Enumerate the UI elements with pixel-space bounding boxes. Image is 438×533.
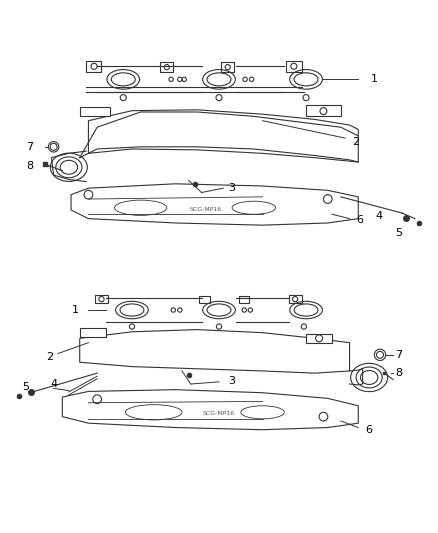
PathPatch shape: [71, 184, 358, 225]
PathPatch shape: [88, 110, 358, 162]
Text: 1: 1: [371, 75, 378, 84]
Text: 6: 6: [356, 215, 363, 225]
Text: 4: 4: [376, 212, 383, 221]
FancyBboxPatch shape: [306, 334, 332, 343]
Text: 3: 3: [228, 183, 235, 193]
Text: 2: 2: [352, 138, 359, 148]
Text: 3: 3: [228, 376, 235, 385]
Text: 7: 7: [26, 142, 33, 152]
Text: 4: 4: [50, 379, 57, 389]
PathPatch shape: [62, 390, 358, 430]
Text: 8: 8: [26, 161, 33, 172]
Text: 5: 5: [22, 383, 29, 392]
Text: SCG-MP16: SCG-MP16: [203, 411, 235, 416]
FancyBboxPatch shape: [80, 107, 110, 116]
Text: 6: 6: [365, 425, 372, 435]
FancyBboxPatch shape: [306, 106, 341, 116]
Text: 5: 5: [395, 228, 402, 238]
Text: 8: 8: [395, 368, 403, 378]
FancyBboxPatch shape: [80, 328, 106, 337]
Text: 2: 2: [46, 352, 53, 362]
PathPatch shape: [80, 329, 350, 373]
Text: 7: 7: [395, 350, 403, 360]
Text: SCG-MP16: SCG-MP16: [190, 207, 222, 213]
Text: 1: 1: [72, 305, 79, 315]
